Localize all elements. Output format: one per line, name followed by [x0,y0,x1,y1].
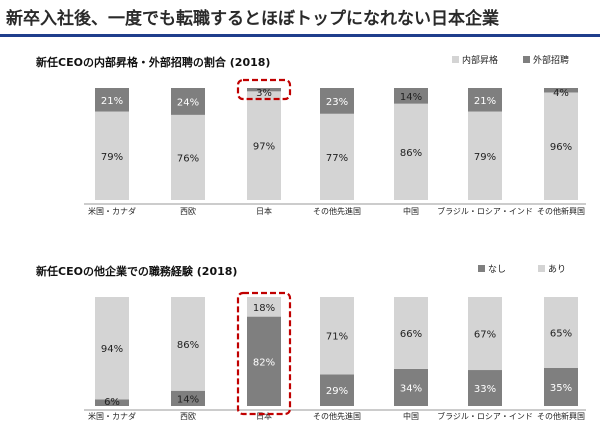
bar-segment-内部昇格 [171,114,205,200]
category-label: 西欧 [180,206,196,216]
data-label: 97% [253,142,275,153]
bar-segment-あり [171,297,205,391]
data-label: 34% [400,383,422,394]
legend-label: あり [548,264,566,275]
data-label: 14% [400,92,422,103]
category-label: 米国・カナダ [88,411,136,421]
bar-segment-なし [394,368,428,406]
data-label: 67% [474,330,496,341]
data-label: 33% [474,384,496,395]
bar-segment-なし [320,374,354,406]
category-label: ブラジル・ロシア・インド [437,411,533,421]
bar-segment-あり [544,297,578,368]
data-label: 23% [326,97,348,108]
legend-swatch [478,265,485,272]
category-label: 中国 [403,206,419,216]
data-label: 21% [474,96,496,107]
bar-segment-外部招聘 [247,88,281,92]
data-label: 6% [104,397,120,408]
legend-swatch [452,56,459,63]
data-label: 86% [177,340,199,351]
legend-swatch [523,56,530,63]
data-label: 79% [101,152,123,163]
bar-segment-外部招聘 [468,88,502,112]
data-label: 96% [550,142,572,153]
category-label: その他先進国 [313,411,361,421]
page-title: 新卒入社後、一度でも転職するとほぼトップになれない日本企業 [6,9,499,29]
bar-segment-なし [95,399,129,406]
data-label: 86% [400,148,422,159]
data-label: 14% [177,394,199,405]
data-label: 94% [101,344,123,355]
bar-segment-内部昇格 [468,111,502,200]
data-label: 65% [550,328,572,339]
bar-segment-内部昇格 [95,111,129,200]
data-label: 29% [326,386,348,397]
data-label: 18% [253,303,275,314]
bar-segment-あり [95,297,129,400]
category-label: その他先進国 [313,206,361,216]
bar-segment-外部招聘 [394,88,428,104]
bar-segment-なし [468,370,502,406]
data-label: 79% [474,152,496,163]
bar-segment-なし [247,316,281,406]
bar-segment-あり [468,297,502,371]
category-label: 米国・カナダ [88,206,136,216]
category-label: 中国 [403,411,419,421]
legend-label: なし [488,264,506,275]
bar-segment-外部招聘 [95,88,129,112]
category-label: 日本 [256,411,272,421]
data-label: 71% [326,332,348,343]
bar-segment-なし [171,390,205,406]
chart-title: 新任CEOの他企業での職務経験 (2018) [36,264,237,278]
data-label: 4% [553,88,569,99]
data-label: 3% [256,88,272,99]
category-label: 西欧 [180,411,196,421]
bar-segment-あり [320,297,354,375]
legend-label: 外部招聘 [533,54,569,66]
data-label: 77% [326,153,348,164]
data-label: 35% [550,383,572,394]
bar-segment-あり [394,297,428,369]
legend-swatch [538,265,545,272]
bar-segment-外部招聘 [544,88,578,93]
bar-segment-外部招聘 [320,88,354,114]
bar-segment-内部昇格 [320,113,354,200]
bar-segment-なし [544,367,578,406]
highlight-box [236,78,292,101]
bar-segment-内部昇格 [247,91,281,200]
bar-segment-内部昇格 [394,103,428,200]
chart-title: 新任CEOの内部昇格・外部招聘の割合 (2018) [36,55,270,69]
data-label: 66% [400,329,422,340]
category-label: その他新興国 [537,411,585,421]
data-label: 82% [253,357,275,368]
bar-segment-あり [247,297,281,317]
data-label: 24% [177,97,199,108]
bar-segment-外部招聘 [171,88,205,115]
category-label: その他新興国 [537,206,585,216]
data-label: 21% [101,96,123,107]
category-label: 日本 [256,206,272,216]
bar-segment-内部昇格 [544,92,578,200]
category-label: ブラジル・ロシア・インド [437,206,533,216]
data-label: 76% [177,153,199,164]
legend-label: 内部昇格 [462,54,498,66]
title-rule [0,34,600,37]
highlight-box [236,291,292,416]
